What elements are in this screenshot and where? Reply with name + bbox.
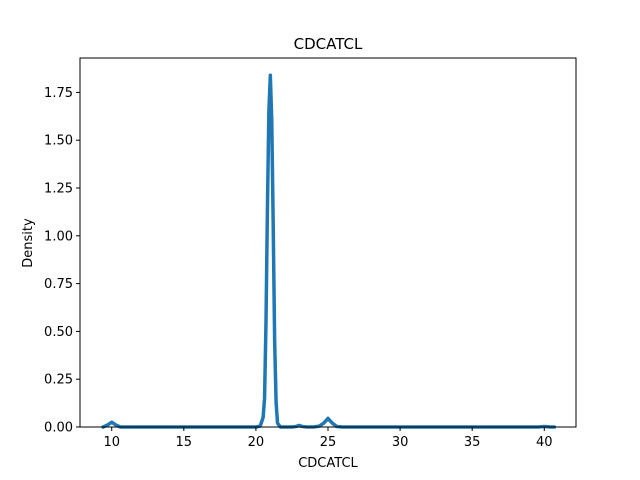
plot-frame xyxy=(79,57,577,428)
x-axis: 10 15 20 25 30 35 40 xyxy=(103,427,553,450)
y-axis: 0.00 0.25 0.50 0.75 1.00 1.25 1.50 1.75 xyxy=(44,86,80,436)
x-tick-label: 10 xyxy=(103,435,120,450)
x-tick-label: 40 xyxy=(536,435,553,450)
y-tick-label: 1.75 xyxy=(44,86,73,101)
density-curve xyxy=(101,73,557,429)
x-tick-label: 30 xyxy=(392,435,409,450)
y-tick-label: 1.25 xyxy=(44,182,73,197)
y-tick-label: 0.50 xyxy=(44,325,73,340)
y-tick-label: 1.00 xyxy=(44,229,73,244)
x-tick-label: 35 xyxy=(464,435,481,450)
x-tick-label: 15 xyxy=(176,435,193,450)
x-tick-label: 25 xyxy=(320,435,337,450)
y-tick-label: 0.75 xyxy=(44,277,73,292)
x-tick-label: 20 xyxy=(248,435,265,450)
y-tick-label: 1.50 xyxy=(44,134,73,149)
y-tick-label: 0.25 xyxy=(44,373,73,388)
y-tick-label: 0.00 xyxy=(44,421,73,436)
x-axis-label: CDCATCL xyxy=(298,456,358,471)
plot-area xyxy=(79,57,577,429)
y-axis-label: Density xyxy=(21,218,36,268)
chart-title: CDCATCL xyxy=(294,35,363,53)
